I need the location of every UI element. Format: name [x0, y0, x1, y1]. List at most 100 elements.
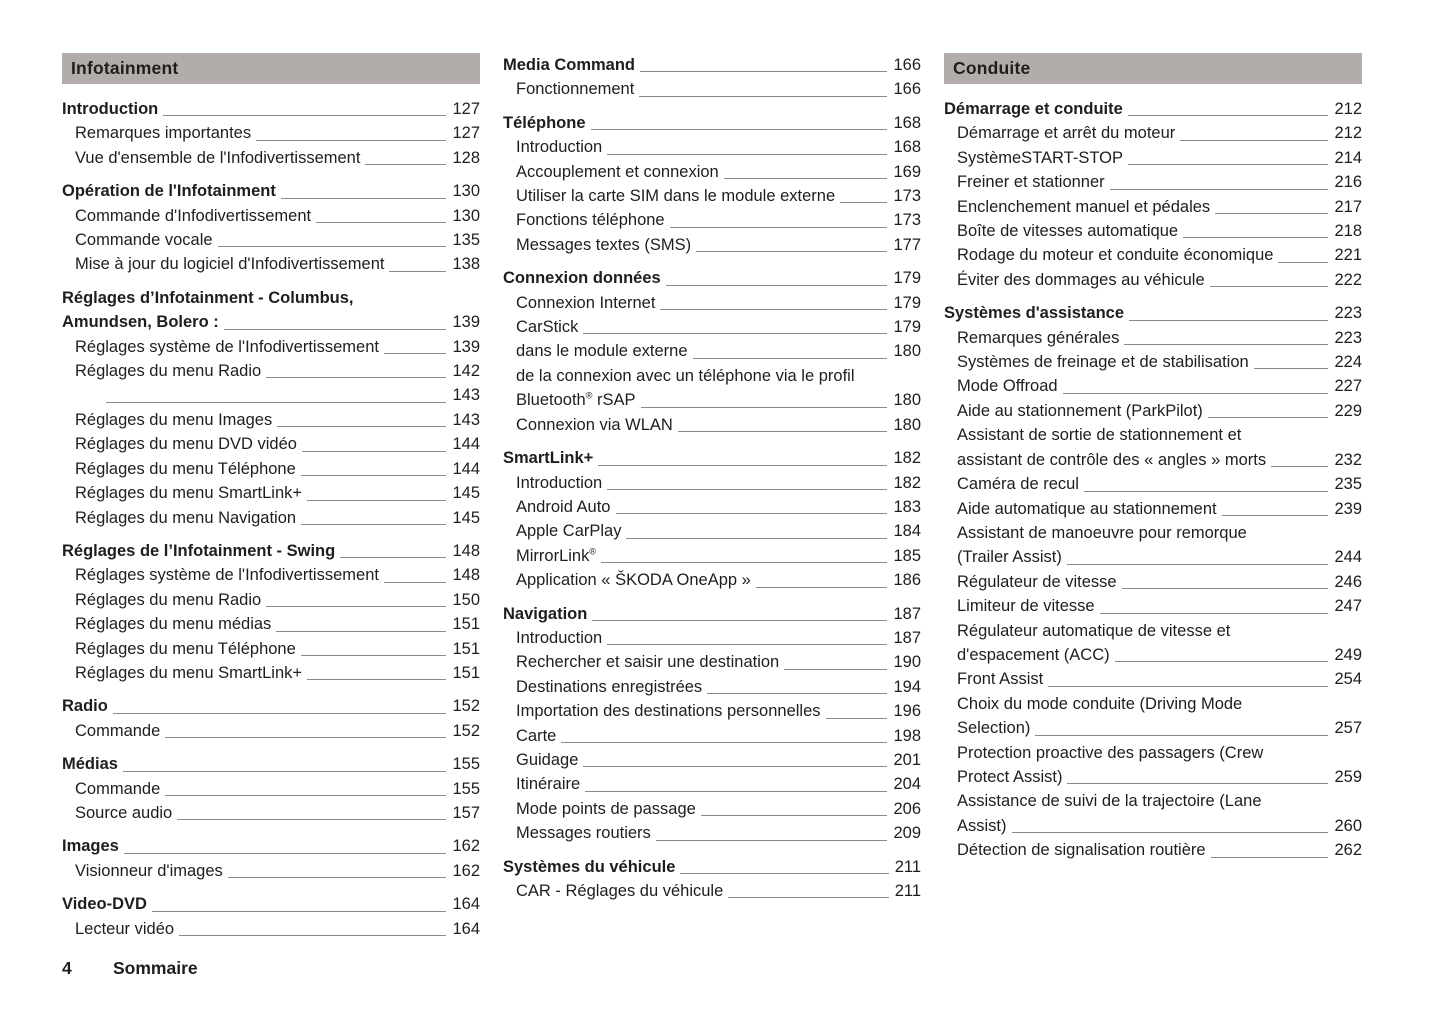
toc-entry-label: Réglages système de l'Infodivertissement [75, 566, 379, 585]
toc-entry: Destinations enregistrées 194 [503, 675, 921, 699]
toc-entry: Mise à jour du logiciel d'Infodivertisse… [62, 252, 480, 276]
toc-entry: Application « ŠKODA OneApp » 186 [503, 568, 921, 592]
toc-group: Démarrage et conduite 212 Démarrage et arr… [944, 97, 1362, 292]
page-number: 151 [452, 663, 480, 682]
toc-entry: Mode Offroad 227 [944, 374, 1362, 398]
toc-entry-label: assistant de contrôle des « angles » mor… [957, 450, 1267, 469]
leader-line [276, 630, 447, 632]
page-footer: 4 Sommaire [62, 958, 198, 979]
toc-entry-row: Opération de l'Infotainment 130 [62, 179, 480, 203]
leader-line [615, 513, 888, 515]
toc-entry-label: Caméra de recul [957, 475, 1079, 494]
toc-entry: Opération de l'Infotainment 130 [62, 179, 480, 203]
leader-line [316, 222, 447, 224]
page-number: 152 [452, 721, 480, 740]
toc-entry-label-line: Réglages d’Infotainment - Columbus, [62, 288, 354, 307]
toc-entry-label: Radio [62, 697, 108, 716]
toc-entry-label: Régulateur de vitesse [957, 572, 1117, 591]
page-number: 214 [1334, 148, 1362, 167]
page-number: 135 [452, 231, 480, 250]
toc-entry-label: Utiliser la carte SIM dans le module ext… [516, 187, 836, 206]
toc-entry: Aide au stationnement (ParkPilot) 229 [944, 399, 1362, 423]
leader-line [660, 309, 888, 311]
toc-entry-row: SmartLink+ 182 [503, 446, 921, 470]
toc-entry-row: MirrorLink® 185 [516, 544, 921, 568]
toc-entry-label: Réglages du menu Téléphone [75, 459, 296, 478]
page-number: 182 [893, 449, 921, 468]
toc-entry: Détection de signalisation routière 262 [944, 838, 1362, 862]
toc-entry: Systèmes d'assistance 223 [944, 301, 1362, 325]
leader-line [256, 139, 447, 141]
toc-entry-row: dans le module externe 180 [516, 339, 921, 363]
toc-entry-row: Réglages du menu SmartLink+ 145 [75, 481, 480, 505]
leader-line [1066, 563, 1329, 565]
toc-entry-row: SystèmeSTART-STOP 214 [957, 146, 1362, 170]
page-number: 169 [893, 162, 921, 181]
toc-entry: Caméra de recul 235 [944, 472, 1362, 496]
toc-entry: MirrorLink® 185 [503, 544, 921, 568]
toc-entry-label: Accouplement et connexion [516, 162, 719, 181]
leader-line [1209, 286, 1329, 288]
leader-line [680, 873, 889, 874]
toc-entry: Messages routiers 209 [503, 821, 921, 845]
leader-line [266, 377, 447, 379]
toc-entry-row: Navigation 187 [503, 602, 921, 626]
toc-entry-row: Bluetooth® rSAP 180 [516, 388, 921, 412]
toc-entry-row: Carte 198 [516, 724, 921, 748]
page-number: 259 [1334, 767, 1362, 786]
toc-entry-row: Régulateur de vitesse 246 [957, 570, 1362, 594]
toc-entry-label: Navigation [503, 604, 588, 623]
toc-entry: Réglages du menu médias 151 [62, 612, 480, 636]
toc-entry-row: Réglages système de l'Infodivertissement… [75, 563, 480, 587]
leader-line [583, 333, 888, 335]
page-number: 223 [1334, 304, 1362, 323]
leader-line [106, 401, 447, 403]
leader-line [266, 606, 447, 608]
toc-entry-label: Vue d'ensemble de l'Infodivertissement [75, 148, 361, 167]
leader-line [669, 226, 888, 228]
toc-entry: Connexion données 179 [503, 266, 921, 290]
toc-group: Téléphone 168 Introduction 168 Accouplement … [503, 111, 921, 257]
toc-entry: Importation des destinations personnelle… [503, 699, 921, 723]
toc-entry-row: d'espacement (ACC) 249 [957, 643, 1362, 667]
page-number: 206 [893, 799, 921, 818]
leader-line [179, 935, 447, 936]
toc-entry-row: Visionneur d'images 162 [75, 859, 480, 883]
toc-group: Systèmes du véhicule 211 CAR - Réglages du… [503, 855, 921, 904]
toc-entry: Réglages d’Infotainment - Columbus, Amund… [62, 286, 480, 335]
page-number: 217 [1334, 197, 1362, 216]
toc-entry: Réglages du menu SmartLink+ 151 [62, 661, 480, 685]
leader-line [728, 897, 889, 899]
toc-entry-row: Protect Assist) 259 [957, 765, 1362, 789]
toc-entry-label: Introduction [516, 473, 603, 492]
leader-line [607, 644, 888, 646]
toc-entry-row: Lecteur vidéo 164 [75, 917, 480, 941]
page-number: 223 [1334, 328, 1362, 347]
toc-entry-label: Introduction [516, 138, 603, 157]
toc-group: Réglages de l’Infotainment - Swing 148 Rég… [62, 539, 480, 685]
toc-entry-label: Connexion Internet [516, 293, 656, 312]
toc-entry: Limiteur de vitesse 247 [944, 594, 1362, 618]
toc-entry-label: Introduction [516, 628, 603, 647]
page-number: 194 [893, 677, 921, 696]
page-number: 180 [893, 342, 921, 361]
toc-entry-row: Limiteur de vitesse 247 [957, 594, 1362, 618]
section-header: Infotainment [62, 53, 480, 84]
toc-entry-row: Connexion via WLAN 180 [516, 413, 921, 437]
toc-entry-label: Connexion données [503, 269, 661, 288]
leader-line [300, 654, 447, 656]
toc-entry-label-line: Protection proactive des passagers (Crew [957, 743, 1264, 762]
toc-entry: Mode points de passage 206 [503, 797, 921, 821]
toc-entry: Systèmes de freinage et de stabilisation… [944, 350, 1362, 374]
toc-entry: Front Assist 254 [944, 667, 1362, 691]
toc-entry-label: Opération de l'Infotainment [62, 182, 276, 201]
page-number: 179 [893, 293, 921, 312]
toc-entry-row: Amundsen, Bolero : 139 [62, 310, 480, 334]
page-number: 166 [893, 56, 921, 74]
leader-line [301, 523, 447, 525]
page-number: 179 [893, 318, 921, 337]
toc-entry-row: Connexion Internet 179 [516, 291, 921, 315]
leader-line [1210, 856, 1329, 858]
page-number: 143 [452, 410, 480, 429]
page-number: 235 [1334, 475, 1362, 494]
